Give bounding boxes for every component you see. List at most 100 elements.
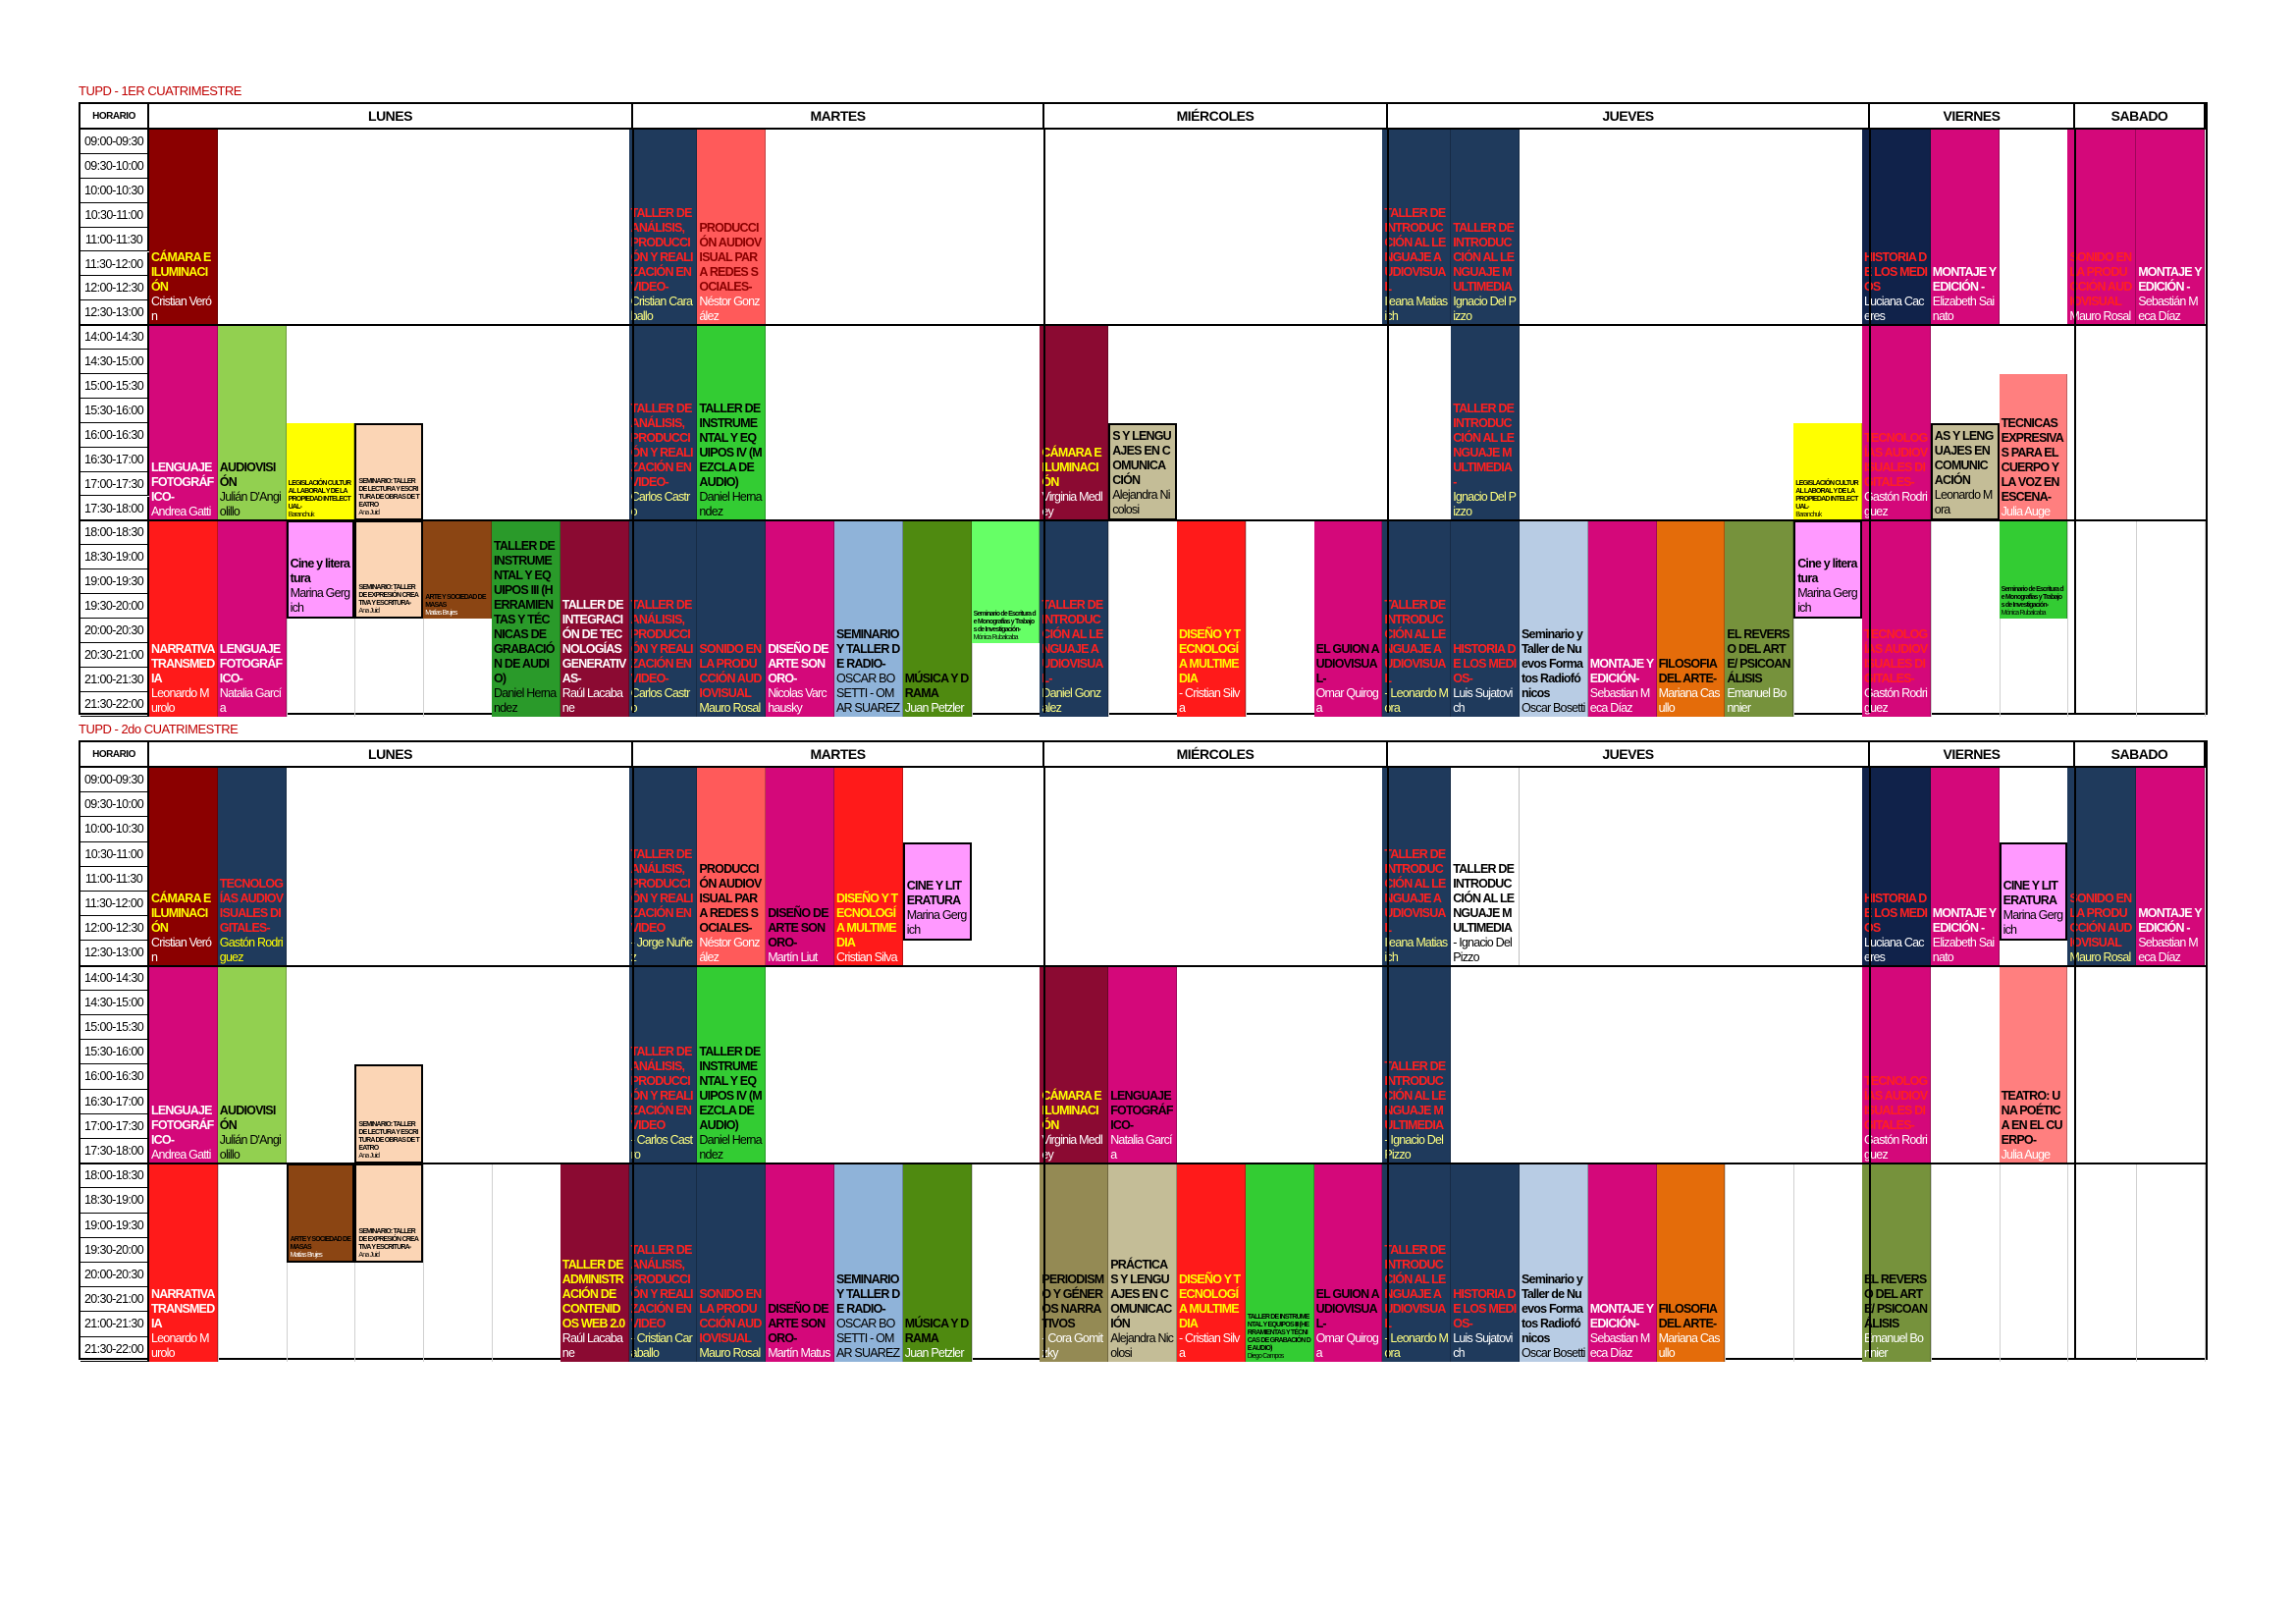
course-name: LEGISLACIÓN CULTURAL LABORAL Y DE LA PRO… <box>1795 480 1858 512</box>
column-guide <box>423 520 425 717</box>
time-slot: 17:30-18:00 <box>80 1139 149 1164</box>
course-name: Seminario y Taller de Nuevos Formatos Ra… <box>1522 1271 1583 1345</box>
course-teacher: Julia Auge <box>2001 1148 2051 1163</box>
time-slot: 09:30-10:00 <box>80 153 149 179</box>
time-slot: 09:30-10:00 <box>80 792 149 818</box>
course-cell: CÁMARA E ILUMINACIÓN Virginia Medley <box>1040 325 1109 521</box>
column-guide <box>354 1163 356 1362</box>
time-slot: 18:30-19:00 <box>80 545 149 570</box>
column-guide <box>492 1163 493 1362</box>
course-cell: TALLER DE ANÁLISIS, PRODUCCIÓN Y REALIZA… <box>628 325 698 521</box>
course-name: DISEÑO Y TECNOLOGÍA MULTIMEDIA <box>836 891 898 949</box>
column-guide <box>2067 520 2069 717</box>
course-name: SONIDO EN LA PRODUCCIÓN AUDIOVISUAL <box>699 1286 762 1345</box>
time-slot: 20:30-21:00 <box>80 1287 149 1313</box>
course-cell: AUDIOVISIÓN Julián D'Angiolillo <box>217 965 287 1164</box>
course-name: TECNOLOGÍAS AUDIOVISUALES DIGITALES- <box>219 876 284 935</box>
course-cell: ARTE Y SOCIEDAD DE MASAS Matías Brujes <box>286 1163 355 1263</box>
time-slot: 15:00-15:30 <box>80 1015 149 1041</box>
course-name: SEMINARIO: TALLER DE EXPRESIÓN CREATIVA … <box>358 1227 419 1251</box>
course-teacher: Luciana Caceres <box>1864 935 1925 964</box>
course-cell: LEGISLACIÓN CULTURAL LABORAL Y DE LA PRO… <box>1793 422 1862 521</box>
course-teacher: Luis Sujatovich <box>1453 1330 1513 1360</box>
course-teacher: Mauro Rosal <box>699 700 761 715</box>
course-teacher: Daniel Hernandez <box>494 685 557 715</box>
course-cell: CÁMARA E ILUMINACIÓN Cristian Verón <box>149 130 218 326</box>
course-teacher: - Leonardo Mora <box>1384 685 1449 715</box>
schedule-table-1: HORARIO LUNES MARTES MIÉRCOLES JUEVES VIERNES… <box>79 102 2208 717</box>
course-name: TALLER DE INTRODUCCIÓN AL LENGUAJE AUDIO… <box>1384 206 1446 295</box>
course-cell: Cine y literatura Marina Gergich <box>1793 520 1862 619</box>
column-guide <box>2205 1163 2206 1362</box>
course-cell: DISEÑO DE ARTE SONORO- Martín Matus <box>766 1163 834 1362</box>
course-name: MONTAJE Y EDICIÓN- <box>1589 656 1654 685</box>
course-cell: MÚSICA Y DRAMA Juan Petzler <box>902 1163 972 1362</box>
course-cell: SONIDO EN LA PRODUCCIÓN AUDIOVISUAL Mauro… <box>697 520 767 717</box>
day-separator <box>1387 768 1389 1358</box>
time-slot: 15:30-16:00 <box>80 398 149 423</box>
column-guide <box>286 520 288 717</box>
course-teacher: Alejandra Nicolosi <box>1112 488 1170 517</box>
course-teacher: Marina Gergich <box>1797 585 1857 615</box>
course-teacher: Raúl Lacabane <box>561 685 623 715</box>
course-cell: CÁMARA E ILUMINACIÓN Virginia Medley <box>1040 965 1109 1164</box>
course-teacher: Gastón Rodriguez <box>1864 490 1928 519</box>
course-name: HISTORIA DE LOS MEDIOS <box>1864 891 1928 935</box>
column-guide <box>971 1163 973 1362</box>
course-teacher: Diego Campos <box>1247 1352 1285 1360</box>
course-teacher: Néstor González <box>699 295 760 324</box>
course-teacher: Carlos Castro <box>630 685 691 715</box>
course-cell: CÁMARA E ILUMINACIÓN Cristian Verón <box>149 768 218 966</box>
schedule-table-2: HORARIO LUNES MARTES MIÉRCOLES JUEVES VIERNES… <box>79 740 2208 1362</box>
course-name: CÁMARA E ILUMINACIÓN <box>151 250 211 295</box>
column-guide <box>2136 1163 2138 1362</box>
course-name: SONIDO EN LA PRODUCCIÓN AUDIOVISUAL <box>2069 891 2132 949</box>
course-name: MÚSICA Y DRAMA <box>904 671 970 700</box>
course-cell: FILOSOFIA DEL ARTE- Mariana Casullo <box>1656 520 1726 717</box>
time-slot: 20:00-20:30 <box>80 619 149 643</box>
course-cell: PRODUCCIÓN AUDIOVISUAL PARA REDES SOCIAL… <box>697 768 767 966</box>
course-name: TALLER DE INSTRUMENTAL Y EQUIPOS III (HE… <box>494 538 556 685</box>
time-slot: 21:00-21:30 <box>80 1312 149 1337</box>
course-name: MONTAJE Y EDICIÓN - <box>2138 905 2202 935</box>
course-cell: FILOSOFIA DEL ARTE- Mariana Casullo <box>1656 1163 1726 1362</box>
header-day: MARTES <box>633 742 1044 768</box>
course-teacher: Leonardo Murolo <box>151 1330 210 1360</box>
course-teacher: Julián D'Angiolillo <box>219 490 282 519</box>
header-day: MIÉRCOLES <box>1044 104 1388 130</box>
course-name: TALLER DE ANÁLISIS, PRODUCCIÓN Y REALIZA… <box>630 597 694 685</box>
course-teacher: Cristian Caraballo <box>630 295 693 324</box>
course-cell: PERIODISMO Y GÉNEROS NARRATIVOS - Cora Go… <box>1040 1163 1109 1362</box>
course-cell: TECNOLOGÍAS AUDIOVISUALES DIGITALES- Gast… <box>1862 325 1931 521</box>
course-name: MONTAJE Y EDICIÓN - <box>1932 265 1997 295</box>
course-teacher: OSCAR BOSETTI - OMAR SUAREZ <box>836 671 900 715</box>
course-name: Cine y literatura <box>1797 556 1857 585</box>
course-teacher: Ignacio Del Pizzo <box>1453 490 1517 519</box>
course-name: SEMINARIO Y TALLER DE RADIO- <box>836 626 900 671</box>
course-name: TALLER DE INTRODUCCIÓN AL LENGUAJE AUDIO… <box>1384 1242 1446 1330</box>
course-name: SONIDO EN LA PRODUCCIÓN AUDIOVISUAL <box>699 641 762 700</box>
time-slot: 11:30-12:00 <box>80 892 149 917</box>
time-slot: 16:30-17:00 <box>80 447 149 472</box>
time-slot: 18:00-18:30 <box>80 520 149 546</box>
course-cell: TALLER DE ANÁLISIS, PRODUCCIÓN Y REALIZA… <box>628 1163 698 1362</box>
course-name: PRÁCTICAS Y LENGUAJES EN COMUNICACIÓN <box>1110 1257 1172 1330</box>
course-name: AUDIOVISIÓN <box>219 460 277 490</box>
course-cell: TALLER DE INTRODUCCIÓN AL LENGUAJE MULTI… <box>1382 965 1452 1164</box>
course-cell: TALLER DE INTRODUCCIÓN AL LENGUAJE AUDIO… <box>1382 1163 1452 1362</box>
course-cell: SONIDO EN LA PRODUCCIÓN AUDIOVISUAL Mauro… <box>2067 130 2137 326</box>
course-teacher: - Cristian Caraballo <box>630 1330 693 1360</box>
course-name: SONIDO EN LA PRODUCCIÓN AUDIOVISUAL <box>2069 250 2132 309</box>
block-separator <box>80 324 2206 327</box>
course-name: DISEÑO DE ARTE SONORO- <box>768 1301 828 1345</box>
time-slot: 20:00-20:30 <box>80 1263 149 1288</box>
course-cell: EL REVERSO DEL ARTE/ PSICOANÁLISIS Emanue… <box>1725 520 1794 717</box>
day-separator <box>1869 768 1871 1358</box>
time-slot: 14:30-15:00 <box>80 350 149 374</box>
course-cell: SONIDO EN LA PRODUCCIÓN AUDIOVISUAL Mauro… <box>697 1163 767 1362</box>
time-slot: 12:00-12:30 <box>80 916 149 942</box>
course-teacher: Mónica Rubalcaba <box>2001 609 2047 617</box>
time-slot: 16:00-16:30 <box>80 1064 149 1090</box>
course-name: DISEÑO Y TECNOLOGÍA MULTIMEDIA <box>1179 626 1241 685</box>
